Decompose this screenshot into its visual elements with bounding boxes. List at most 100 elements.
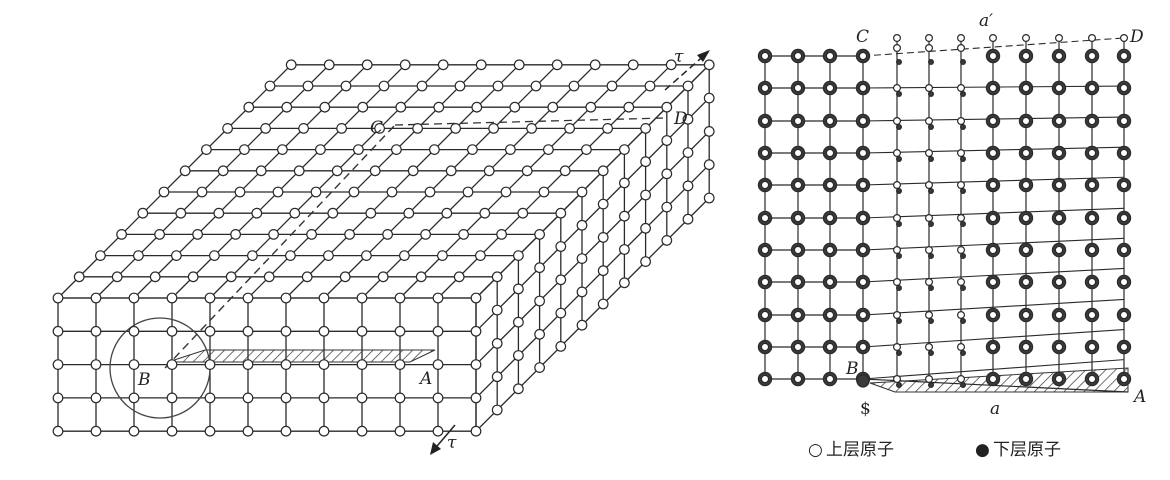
lattice-atom [357,293,367,303]
lattice-atom [471,426,481,436]
lattice-atom [53,360,63,370]
lattice-atom [392,145,402,155]
lattice-atom [180,166,190,176]
lattice-atom [167,426,177,436]
lattice-line [476,65,709,298]
lattice-atom [430,145,440,155]
lower-layer-atom [929,157,934,162]
lattice-atom [243,360,253,370]
lattice-atom [471,360,481,370]
lower-layer-atom [897,92,902,97]
lattice-atom [129,327,139,337]
upper-layer-atom [1120,214,1127,221]
lower-layer-atom [961,286,966,291]
upper-layer-atom [1121,35,1128,42]
lattice-atom [569,81,579,91]
upper-layer-atom [894,247,901,254]
upper-layer-atom [958,247,965,254]
upper-layer-atom [1120,246,1127,253]
upper-layer-atom [1055,278,1062,285]
upper-layer-atom [926,150,933,157]
upper-layer-atom [958,215,965,222]
upper-layer-atom [826,84,833,91]
lattice-atom [340,272,350,282]
upper-layer-atom [794,311,801,318]
upper-layer-atom [1055,375,1062,382]
lattice-atom [484,166,494,176]
lattice-atom [395,293,405,303]
lattice-atom [395,426,405,436]
top-view-figure: C a′ D B A $ a ○ 上层原子 ● 下层原子 [758,11,1146,460]
upper-layer-atom [894,150,901,157]
lattice-atom [468,145,478,155]
lattice-atom [155,230,165,240]
lattice-atom [205,360,215,370]
lattice-line [400,65,633,298]
lattice-atom [442,208,452,218]
upper-layer-atom [1120,343,1127,350]
lattice-atom [577,287,587,297]
lattice-line [476,98,709,331]
lattice-atom [417,81,427,91]
lattice-atom [345,230,355,240]
lattice-atom [112,272,122,282]
upper-layer-atom [989,117,996,124]
upper-layer-atom [1120,52,1127,59]
upper-layer-atom [859,343,866,350]
upper-layer-atom [926,279,933,286]
upper-layer-atom [826,117,833,124]
upper-layer-atom [794,52,801,59]
upper-layer-atom [958,85,965,92]
lattice-atom [172,251,182,261]
upper-layer-atom [1022,117,1029,124]
lattice-atom [489,124,499,134]
lattice-atom [91,426,101,436]
lattice-atom [501,187,511,197]
lattice-line [248,65,481,298]
lattice-atom [400,60,410,70]
lattice-atom [454,272,464,282]
upper-layer-atom [926,312,933,319]
upper-layer-atom [894,182,901,189]
upper-layer-atom [989,311,996,318]
lattice-atom [662,236,672,246]
upper-layer-atom [859,181,866,188]
lattice-atom [167,293,177,303]
label-s-marker: $ [860,399,871,419]
lattice-atom [535,230,545,240]
lattice-atom [641,124,651,134]
lattice-atom [129,360,139,370]
lattice-atom [527,124,537,134]
upper-layer-atom [761,214,768,221]
upper-layer-atom [1022,311,1029,318]
lattice-atom [223,124,233,134]
lower-layer-atom [897,189,902,194]
upper-layer-atom [894,376,901,383]
upper-layer-atom [761,84,768,91]
lattice-atom [91,393,101,403]
lattice-atom [514,384,524,394]
lattice-atom [548,102,558,112]
lattice-atom [193,230,203,240]
crystal-atoms [53,60,714,436]
upper-layer-atom [926,376,933,383]
lattice-line [172,65,405,298]
lattice-atom [269,230,279,240]
upper-layer-atom [926,45,933,52]
lattice-atom [311,187,321,197]
upper-layer-atom [1089,35,1096,42]
upper-layer-atom [926,182,933,189]
lattice-atom [264,272,274,282]
lattice-atom [404,208,414,218]
upper-layer-atom [1088,84,1095,91]
lattice-atom [281,360,291,370]
lattice-atom [577,221,587,231]
lower-layer-atom [929,319,934,324]
lattice-atom [214,208,224,218]
upper-layer-atom [1055,149,1062,156]
lattice-atom [641,190,651,200]
lattice-atom [281,327,291,337]
upper-layer-atom [958,376,965,383]
lower-layer-atom [929,125,934,130]
